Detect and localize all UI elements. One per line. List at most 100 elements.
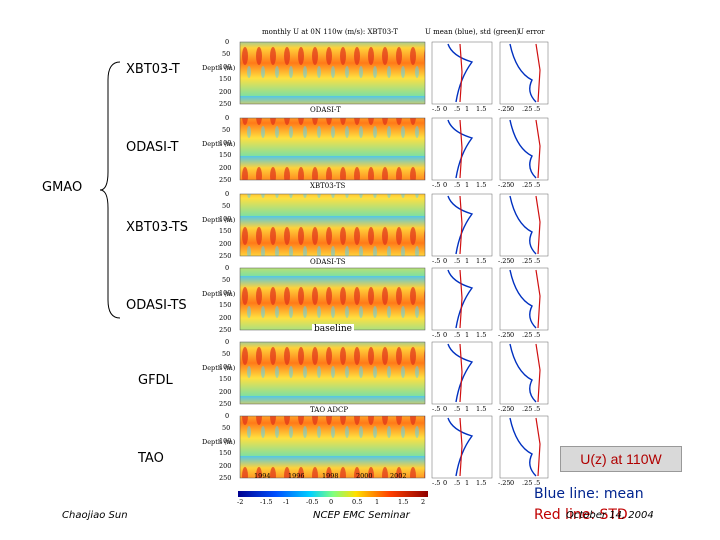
heatmap-frame xyxy=(239,415,426,479)
error-tick: 0 xyxy=(510,105,515,113)
depth-tick: 50 xyxy=(222,424,231,433)
mean-tick: 0 xyxy=(443,105,448,113)
error-curve xyxy=(509,195,537,255)
group-label-gmao: GMAO xyxy=(42,180,83,195)
depth-tick: 250 xyxy=(219,326,232,334)
std-curve xyxy=(459,43,463,103)
mean-tick: .5 xyxy=(454,257,461,265)
mean-tick: 1 xyxy=(465,331,470,339)
error-curve xyxy=(509,269,537,329)
mean-curve xyxy=(447,195,474,255)
year-tick: 1996 xyxy=(288,472,305,480)
std-curve xyxy=(459,343,463,403)
error-tick: .25 xyxy=(522,331,533,339)
mean-tick: 1.5 xyxy=(476,405,487,413)
row-label-gfdl: GFDL xyxy=(138,373,173,388)
footer-seminar: NCEP EMC Seminar xyxy=(313,510,410,521)
error-tick: .25 xyxy=(522,405,533,413)
year-tick: 1994 xyxy=(254,472,271,480)
heatmap-frame xyxy=(239,341,426,405)
depth-tick: 250 xyxy=(219,176,232,184)
mean-tick: -.5 xyxy=(432,331,441,339)
row-label-xbt03-t: XBT03-T xyxy=(126,62,180,77)
colorbar-tick: -1 xyxy=(283,498,290,506)
std-curve xyxy=(459,195,463,255)
depth-tick: 150 xyxy=(219,301,232,310)
panel-caption: XBT03-TS xyxy=(310,182,346,190)
depth-tick: 0 xyxy=(225,338,230,346)
mean-tick: 1.5 xyxy=(476,105,487,113)
error-std-curve xyxy=(535,195,541,255)
depth-tick: 50 xyxy=(222,50,231,59)
heatmap-panel xyxy=(240,342,425,404)
row-label-odasi-t: ODASI-T xyxy=(126,140,179,155)
year-tick: 2002 xyxy=(390,472,407,480)
depth-tick: 150 xyxy=(219,449,232,458)
panel-rows xyxy=(239,41,549,479)
colorbar-tick: 2 xyxy=(421,498,426,506)
mean-tick: 1 xyxy=(465,405,470,413)
mean-tick: .5 xyxy=(454,331,461,339)
mean-tick: 1.5 xyxy=(476,257,487,265)
mean-tick: 1.5 xyxy=(476,479,487,487)
row-label-odasi-ts: ODASI-TS xyxy=(126,298,187,313)
error-panel xyxy=(499,41,549,105)
mean-tick: -.5 xyxy=(432,257,441,265)
figure-panels xyxy=(238,41,549,497)
depth-tick: 100 xyxy=(219,436,232,445)
depth-tick: 200 xyxy=(219,87,232,96)
error-tick: -.25 xyxy=(498,181,511,189)
error-tick: 0 xyxy=(510,479,515,487)
mean-tick: 1 xyxy=(465,479,470,487)
depth-axis-label: Depth (m) xyxy=(202,364,236,372)
error-tick: .5 xyxy=(534,479,541,487)
depth-tick: 200 xyxy=(219,239,232,248)
colorbar-tick: 0.5 xyxy=(352,498,363,506)
depth-tick: 250 xyxy=(219,400,232,408)
colorbar-tick: -0.5 xyxy=(306,498,319,506)
error-tick: .25 xyxy=(522,479,533,487)
heatmap-frame xyxy=(239,41,426,105)
depth-tick: 200 xyxy=(219,313,232,322)
std-curve xyxy=(459,119,463,179)
legend-red: Red line: STD xyxy=(534,507,628,523)
error-std-curve xyxy=(535,43,541,103)
depth-tick: 150 xyxy=(219,151,232,160)
depth-axis-label: Depth (m) xyxy=(202,438,236,446)
error-tick: .5 xyxy=(534,105,541,113)
mean-curve xyxy=(447,119,474,179)
heatmap-frame xyxy=(239,193,426,257)
depth-tick: 150 xyxy=(219,375,232,384)
year-tick: 2000 xyxy=(356,472,373,480)
error-tick: -.25 xyxy=(498,405,511,413)
depth-tick: 250 xyxy=(219,100,232,108)
depth-tick: 200 xyxy=(219,461,232,470)
panel-caption: TAO ADCP xyxy=(310,406,349,414)
error-panel xyxy=(499,267,549,331)
error-tick: -.25 xyxy=(498,331,511,339)
error-std-curve xyxy=(535,269,541,329)
depth-tick: 100 xyxy=(219,214,232,223)
row-label-tao: TAO xyxy=(138,451,164,466)
legend-blue: Blue line: mean xyxy=(534,486,644,502)
mean-tick: 0 xyxy=(443,181,448,189)
heatmap-panel xyxy=(240,416,425,478)
colorbar-tick: 1.5 xyxy=(398,498,409,506)
std-curve xyxy=(459,269,463,329)
panel-caption: ODASI-TS xyxy=(310,258,346,266)
mean-tick: 0 xyxy=(443,257,448,265)
error-tick: 0 xyxy=(510,405,515,413)
mean-tick: 0 xyxy=(443,331,448,339)
mean-tick: 0 xyxy=(443,479,448,487)
mean-tick: 1 xyxy=(465,105,470,113)
error-panel xyxy=(499,193,549,257)
heatmap-frame xyxy=(239,117,426,181)
heatmap-panel xyxy=(240,118,425,180)
mean-tick: -.5 xyxy=(432,479,441,487)
error-tick: 0 xyxy=(510,331,515,339)
error-std-curve xyxy=(535,343,541,403)
footer-date: October 14, 2004 xyxy=(566,510,654,521)
mean-tick: -.5 xyxy=(432,105,441,113)
error-panel xyxy=(499,341,549,405)
mean-curve xyxy=(447,43,474,103)
